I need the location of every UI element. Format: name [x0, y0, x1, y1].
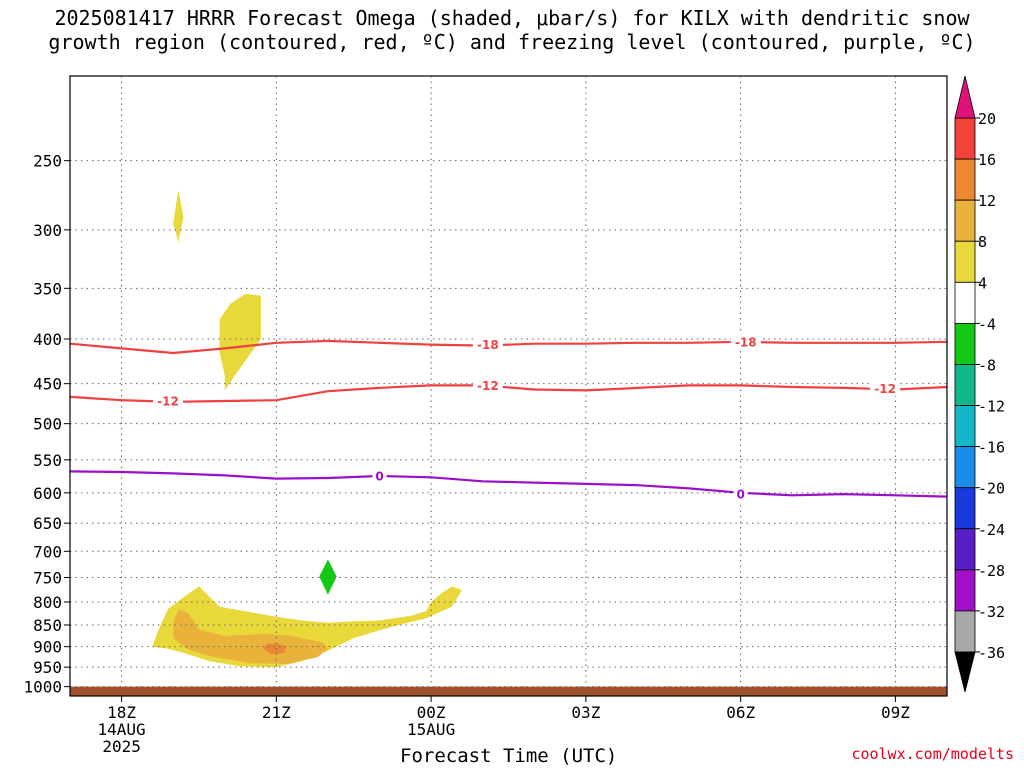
omega-region-4 — [263, 643, 287, 655]
y-tick-label: 600 — [33, 484, 62, 503]
colorbar-band — [954, 487, 976, 530]
contour-label: -12 — [157, 394, 179, 408]
colorbar-band — [954, 364, 976, 406]
colorbar-band — [954, 405, 976, 448]
x-tick-label: 21Z — [262, 703, 291, 722]
chart-title: 2025081417 HRRR Forecast Omega (shaded, … — [0, 6, 1024, 54]
colorbar-band — [954, 117, 976, 160]
contour-1 — [70, 384, 947, 403]
x-tick-label: 2025 — [102, 737, 141, 756]
plot-frame — [69, 75, 948, 697]
y-tick-label: 800 — [33, 593, 62, 612]
colorbar-tick-label: 12 — [978, 192, 996, 210]
colorbar-tick-label: -8 — [978, 356, 996, 374]
colorbar-tick-label: 16 — [978, 151, 996, 169]
contour-label-bg — [733, 487, 748, 502]
y-tick-label: 750 — [33, 568, 62, 587]
y-tick-label: 350 — [33, 279, 62, 298]
y-tick-label: 400 — [33, 330, 62, 349]
omega-region-0 — [173, 189, 184, 243]
omega-region-3 — [173, 609, 328, 664]
y-tick-label: 250 — [33, 152, 62, 171]
contour-label: -18 — [477, 338, 499, 352]
contour-label-bg — [730, 334, 761, 349]
y-tick-label: 650 — [33, 514, 62, 533]
x-tick-label: 15AUG — [407, 720, 455, 739]
y-tick-label: 900 — [33, 638, 62, 657]
x-tick-label: 06Z — [726, 703, 755, 722]
colorbar-tick-label: -24 — [978, 521, 1005, 539]
colorbar-band — [954, 528, 976, 571]
contour-label: 0 — [736, 488, 744, 502]
colorbar-tick-label: -20 — [978, 480, 1005, 498]
contour-0 — [70, 339, 947, 355]
colorbar-tick-label: -36 — [978, 644, 1005, 662]
contour-label-bg — [153, 393, 184, 408]
colorbar-band — [954, 240, 976, 283]
omega-region-1 — [219, 293, 261, 391]
title-line-1: 2025081417 HRRR Forecast Omega (shaded, … — [54, 6, 970, 30]
colorbar-bottom-arrow — [954, 651, 976, 693]
x-tick-label: 14AUG — [98, 720, 146, 739]
colorbar-band — [954, 199, 976, 242]
colorbar: 20 16 12 8 4 -4 -8 -12 -16 -20 -24 -28 -32 -36 — [954, 75, 1005, 693]
colorbar-top-arrow — [954, 75, 976, 119]
colorbar-tick-label: -12 — [978, 398, 1005, 416]
y-tick-label: 700 — [33, 542, 62, 561]
colorbar-tick-label: 8 — [978, 233, 987, 251]
ground-fill — [70, 686, 947, 696]
contour-label-bg — [372, 469, 387, 484]
colorbar-tick-label: 20 — [978, 110, 996, 128]
colorbar-band — [954, 569, 976, 612]
title-line-2: growth region (contoured, red, ºC) and f… — [48, 30, 976, 54]
colorbar-tick-label: 4 — [978, 274, 987, 292]
colorbar-tick-label: -16 — [978, 439, 1005, 457]
y-tick-label: 500 — [33, 415, 62, 434]
y-tick-label: 300 — [33, 221, 62, 240]
y-tick-label: 850 — [33, 616, 62, 635]
contour-label-bg — [472, 378, 503, 393]
colorbar-tick-label: -28 — [978, 562, 1005, 580]
omega-shading — [70, 189, 947, 696]
contour-label: -12 — [874, 382, 896, 396]
contour-label-bg — [870, 381, 901, 396]
y-tick-label: 550 — [33, 451, 62, 470]
colorbar-band — [954, 322, 976, 365]
y-tick-label: 450 — [33, 375, 62, 394]
x-axis-label: Forecast Time (UTC) — [400, 745, 618, 767]
x-tick-label: 03Z — [571, 703, 600, 722]
colorbar-band — [954, 281, 976, 324]
colorbar-band — [954, 158, 976, 201]
credit-text: coolwx.com/modelts — [851, 745, 1014, 763]
x-tick-label: 00Z — [417, 703, 446, 722]
contour-label: -12 — [477, 379, 499, 393]
y-tick-label: 1000 — [23, 678, 62, 697]
colorbar-tick-label: -32 — [978, 603, 1005, 621]
contour-label: -18 — [735, 335, 757, 349]
omega-region-5 — [319, 559, 337, 595]
colorbar-band — [954, 610, 976, 653]
pressure-axis: 250 300 350 400 450 500 550 600 650 700 750 800 850 9… — [23, 152, 70, 697]
contour-label: 0 — [375, 470, 383, 484]
colorbar-band — [954, 446, 976, 489]
colorbar-tick-label: -4 — [978, 315, 996, 333]
contour-2 — [70, 470, 947, 498]
y-tick-label: 950 — [33, 658, 62, 677]
temperature-contours: -18 -18 -12 -12 -12 0 0 — [70, 334, 947, 502]
x-tick-label: 09Z — [881, 703, 910, 722]
contour-label-bg — [472, 337, 503, 352]
x-tick-label: 18Z — [107, 703, 136, 722]
